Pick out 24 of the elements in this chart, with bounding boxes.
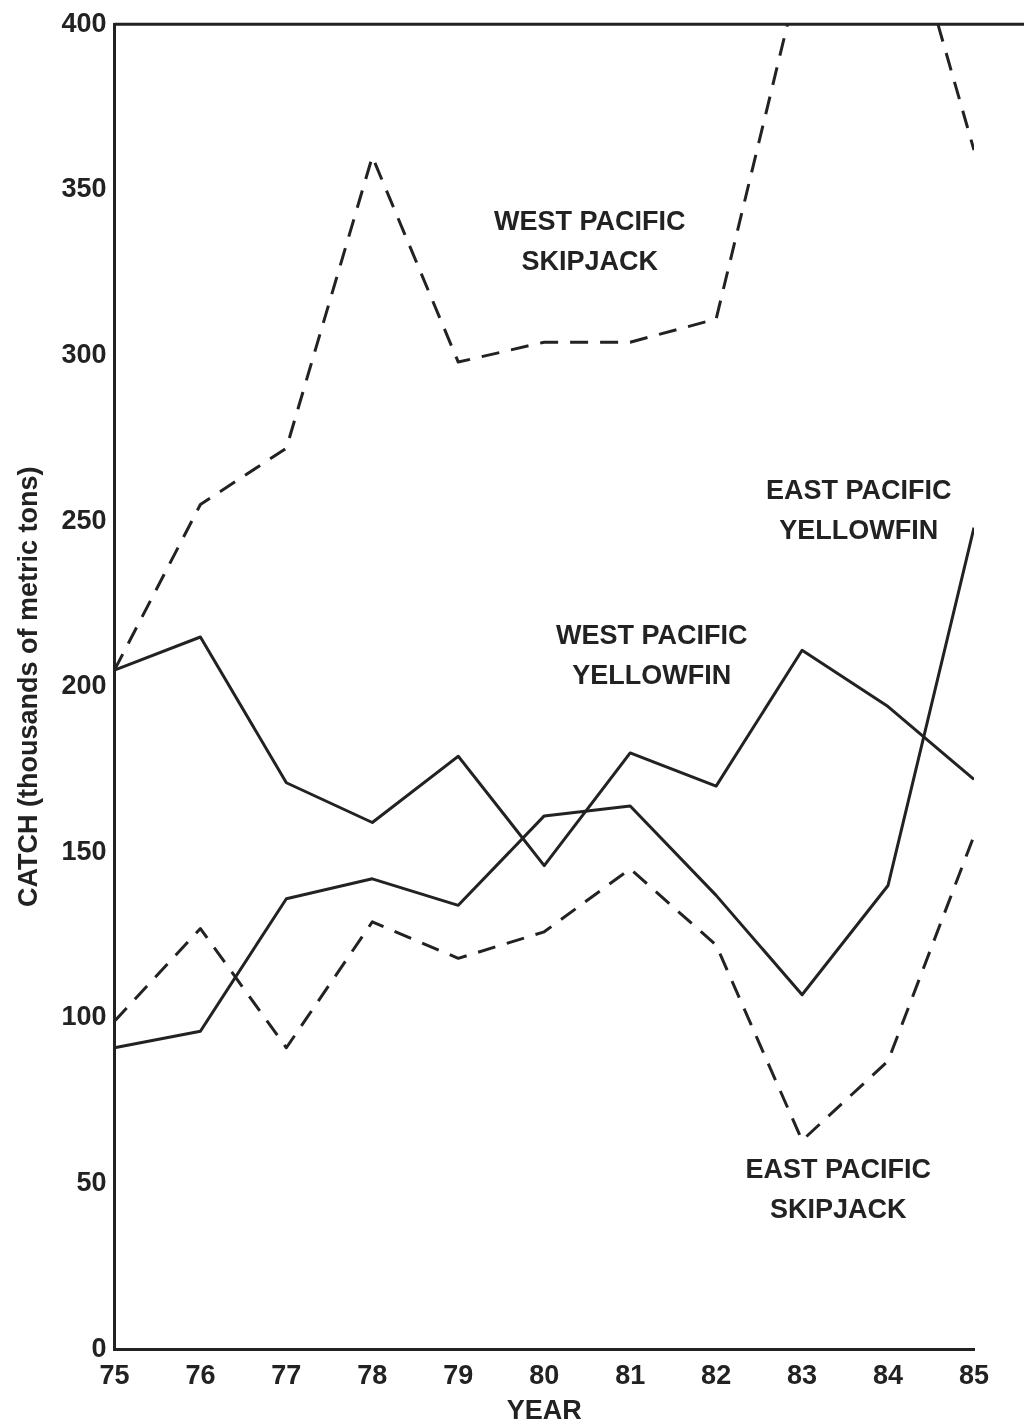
x-tick-label: 78 <box>357 1359 388 1390</box>
x-tick-label: 79 <box>443 1359 474 1390</box>
y-tick-label: 50 <box>76 1167 107 1198</box>
series-label: EAST PACIFIC YELLOWFIN <box>766 474 952 545</box>
x-tick-label: 76 <box>185 1359 216 1390</box>
y-tick-label: 400 <box>61 7 107 38</box>
x-tick-label: 77 <box>271 1359 302 1390</box>
x-tick-label: 80 <box>529 1359 560 1390</box>
x-tick-label: 82 <box>701 1359 732 1390</box>
text: EAST PACIFIC SKIPJACK <box>745 1153 931 1224</box>
y-tick-label: 350 <box>61 173 107 204</box>
series-label: WEST PACIFIC SKIPJACK <box>494 206 686 277</box>
y-tick-label: 200 <box>61 670 107 701</box>
y-tick-label: 300 <box>61 338 107 369</box>
series-label: WEST PACIFIC YELLOWFIN <box>555 620 748 691</box>
x-tick-label: 84 <box>873 1359 904 1390</box>
x-tick-label: 83 <box>787 1359 818 1390</box>
y-tick-label: 100 <box>61 1001 107 1032</box>
y-tick-label: 250 <box>61 504 107 535</box>
x-axis-title: YEAR <box>506 1395 582 1426</box>
x-tick-label: 81 <box>615 1359 646 1390</box>
y-tick-label: 150 <box>61 835 107 866</box>
y-axis-title: CATCH (thousands of metric tons) <box>12 466 43 907</box>
x-tick-label: 85 <box>958 1359 990 1390</box>
